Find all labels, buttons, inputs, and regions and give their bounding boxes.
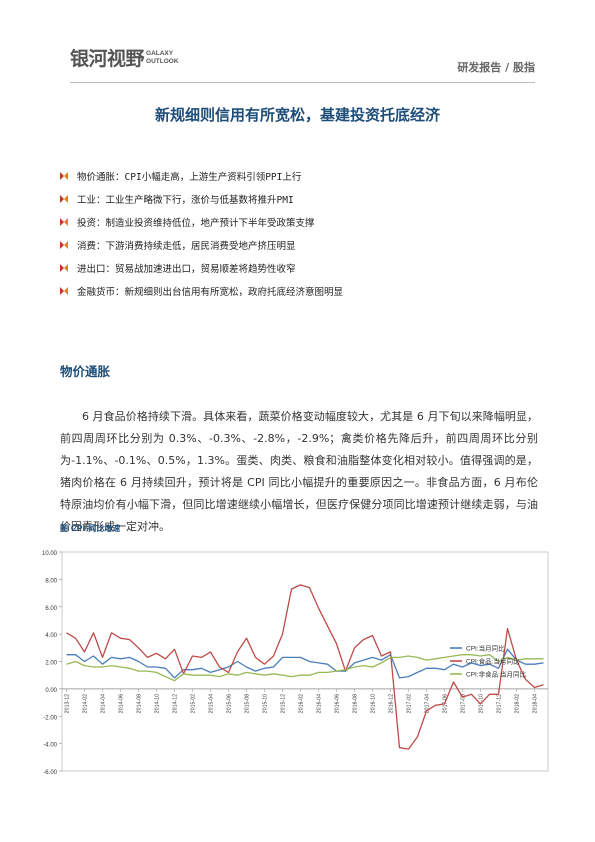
report-type: 研发报告 / 股指 (457, 61, 535, 74)
summary-sep: ： (105, 263, 116, 275)
plot-area (61, 551, 549, 772)
bullet-icon (60, 263, 68, 272)
y-tick-label: 10.00 (42, 551, 58, 557)
summary-text: 工业生产略微下行，涨价与低基数将推升PMI (105, 194, 294, 206)
figure-title: 图 CPI 同比增速 (60, 524, 121, 533)
x-tick-label: 2013-12 (65, 694, 71, 713)
series-line-1 (66, 584, 544, 750)
x-tick-label: 2015-02 (191, 694, 197, 713)
summary-sep: ： (115, 286, 125, 298)
summary-label: 工业 (77, 194, 97, 206)
series-line-2 (66, 654, 544, 682)
x-tick-label: 2018-04 (533, 694, 539, 713)
summary-sep: ： (96, 194, 106, 206)
summary-item: 金融货币：新规细则出台信用有所宽松，政府托底经济意图明显 (60, 279, 540, 302)
x-tick-label: 2014-12 (173, 694, 179, 713)
bullet-icon (60, 171, 68, 180)
x-tick-label: 2016-08 (353, 694, 359, 713)
x-tick-label: 2016-10 (371, 694, 377, 713)
summary-label: 消费 (77, 240, 97, 252)
summary-text: 下游消费持续走低，居民消费受地产挤压明显 (105, 240, 296, 252)
logo-text-en: GALAXY OUTLOOK (146, 49, 179, 65)
x-tick-label: 2017-02 (407, 694, 413, 713)
x-tick-label: 2014-10 (155, 694, 161, 713)
summary-list: 物价通胀： CPI小幅走高，上游生产资料引领PPI上行 工业：工业生产略微下行，涨… (60, 164, 540, 302)
summary-item: 投资：制造业投资维持低位，地产预计下半年受政策支撑 (60, 210, 540, 233)
cpi-line-chart: 10.00 8.00 6.00 4.00 2.00 0.00 -2.00 -4.00 -6.00… (42, 551, 549, 776)
x-tick-label: 2017-06 (443, 694, 449, 713)
summary-item: 工业：工业生产略微下行，涨价与低基数将推升PMI (60, 187, 540, 210)
bullet-icon (60, 217, 68, 226)
x-tick-label: 2014-06 (119, 694, 125, 713)
page-title: 新规细则信用有所宽松，基建投资托底经济 (154, 106, 440, 124)
x-tick-label: 2018-02 (515, 694, 521, 713)
x-tick-label: 2017-12 (497, 694, 503, 713)
x-tick-label: 2016-06 (335, 694, 341, 713)
x-tick-label: 2015-06 (227, 694, 233, 713)
y-tick-label: 4.00 (45, 633, 57, 639)
legend-label: CPI:食品:当月同比 (466, 657, 520, 666)
legend-label: CPI:当月同比 (466, 644, 505, 653)
x-tick-label: 2017-08 (461, 694, 467, 713)
summary-text: 制造业投资维持低位，地产预计下半年受政策支撑 (105, 217, 315, 229)
bullet-icon (60, 194, 68, 203)
summary-sep: ： (115, 171, 125, 183)
y-tick-label: -2.00 (43, 715, 57, 721)
x-tick-label: 2017-04 (425, 694, 431, 713)
logo: 银河视野 GALAXY OUTLOOK (70, 44, 184, 71)
summary-text: 新规细则出台信用有所宽松，政府托底经济意图明显 (124, 286, 344, 298)
x-tick-label: 2014-02 (83, 694, 89, 713)
y-tick-label: 6.00 (45, 606, 57, 612)
y-tick-label: 2.00 (45, 661, 57, 667)
summary-item: 物价通胀： CPI小幅走高，上游生产资料引领PPI上行 (60, 164, 540, 187)
summary-label: 进出口 (77, 263, 106, 275)
bullet-icon (60, 286, 68, 295)
summary-label: 投资 (77, 217, 97, 229)
x-tick-label: 2015-10 (263, 694, 269, 713)
y-tick-label: 0.00 (45, 688, 57, 694)
body-paragraph: 6 月食品价格持续下滑。具体来看，蔬菜价格变动幅度较大，尤其是 6 月下旬以来降… (60, 410, 538, 533)
x-tick-label: 2015-08 (245, 694, 251, 713)
header-divider (70, 82, 535, 83)
x-tick-label: 2015-12 (281, 694, 287, 713)
summary-item: 消费：下游消费持续走低，居民消费受地产挤压明显 (60, 233, 540, 256)
x-tick-label: 2014-04 (101, 694, 107, 713)
section-heading: 物价通胀 (60, 364, 111, 379)
summary-sep: ： (96, 217, 106, 229)
summary-label: 物价通胀 (77, 171, 116, 183)
x-tick-label: 2016-02 (299, 694, 305, 713)
summary-label: 金融货币 (77, 286, 116, 298)
summary-item: 进出口：贸易战加速进出口，贸易顺差将趋势性收窄 (60, 256, 540, 279)
x-tick-label: 2016-04 (317, 694, 323, 713)
x-tick-label: 2014-08 (137, 694, 143, 713)
summary-sep: ： (96, 240, 106, 252)
legend-label: CPI:非食品:当月同比 (466, 670, 526, 679)
x-tick-label: 2016-12 (389, 694, 395, 713)
summary-text: 贸易战加速进出口，贸易顺差将趋势性收窄 (115, 263, 296, 275)
y-tick-label: -6.00 (43, 770, 57, 776)
summary-text: CPI小幅走高，上游生产资料引领PPI上行 (124, 171, 302, 183)
series-line-0 (66, 648, 544, 679)
logo-text-cn: 银河视野 (70, 48, 145, 70)
bullet-icon (60, 240, 68, 249)
x-tick-label: 2015-04 (209, 694, 215, 713)
y-tick-label: 8.00 (45, 578, 57, 584)
y-tick-label: -4.00 (43, 743, 57, 749)
